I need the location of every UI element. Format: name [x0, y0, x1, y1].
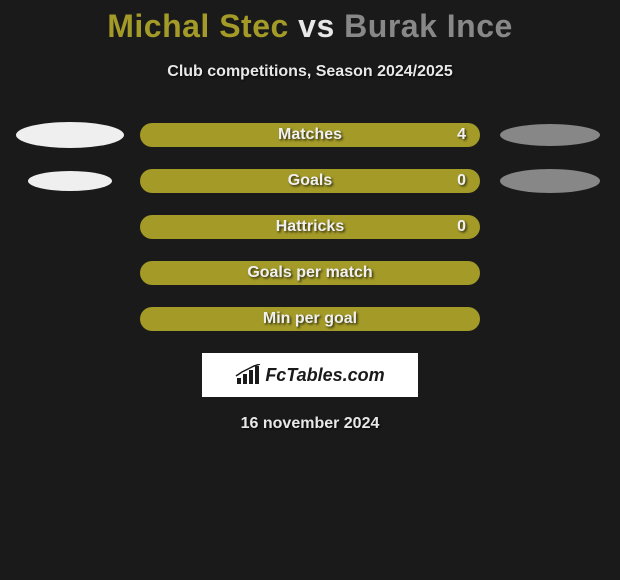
right-ellipse — [500, 124, 600, 146]
right-slot — [490, 169, 610, 193]
stat-bar: Min per goal — [140, 307, 480, 331]
page-title: Michal Stec vs Burak Ince — [0, 8, 620, 45]
logo-box: FcTables.com — [202, 353, 418, 397]
chart-bars-icon — [235, 364, 261, 386]
stat-bar: Hattricks 0 — [140, 215, 480, 239]
left-ellipse — [28, 171, 112, 191]
stat-row: Goals per match — [10, 261, 610, 285]
left-slot — [10, 171, 130, 191]
left-slot — [10, 122, 130, 148]
stat-bar: Matches 4 — [140, 123, 480, 147]
player2-name: Burak Ince — [344, 8, 513, 44]
vs-text: vs — [298, 8, 335, 44]
date-text: 16 november 2024 — [0, 415, 620, 433]
right-ellipse — [500, 169, 600, 193]
stat-label: Min per goal — [263, 310, 357, 328]
stat-label: Hattricks — [276, 218, 344, 236]
stat-label: Matches — [278, 126, 342, 144]
stat-row: Hattricks 0 — [10, 215, 610, 239]
stat-label: Goals per match — [247, 264, 372, 282]
stat-bar: Goals per match — [140, 261, 480, 285]
logo-text: FcTables.com — [265, 365, 384, 386]
infographic-container: Michal Stec vs Burak Ince Club competiti… — [0, 0, 620, 433]
stat-row: Matches 4 — [10, 123, 610, 147]
right-slot — [490, 124, 610, 146]
left-ellipse — [16, 122, 124, 148]
stat-row: Goals 0 — [10, 169, 610, 193]
stats-rows: Matches 4 Goals 0 Hattricks 0 Goals per match M… — [0, 123, 620, 331]
stat-bar: Goals 0 — [140, 169, 480, 193]
stat-value-right: 4 — [457, 126, 466, 144]
subtitle: Club competitions, Season 2024/2025 — [0, 63, 620, 81]
stat-row: Min per goal — [10, 307, 610, 331]
stat-value-right: 0 — [457, 172, 466, 190]
player1-name: Michal Stec — [107, 8, 289, 44]
stat-label: Goals — [288, 172, 332, 190]
stat-value-right: 0 — [457, 218, 466, 236]
